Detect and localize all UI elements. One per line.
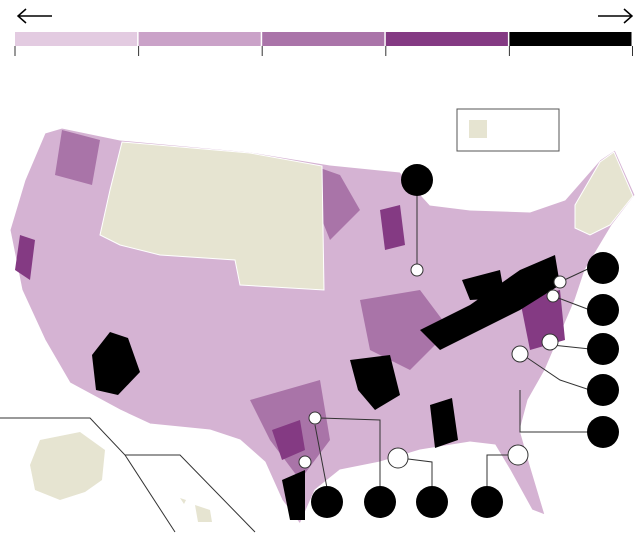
locator	[387, 447, 409, 469]
region-black	[92, 255, 560, 520]
callout-marker	[364, 486, 396, 518]
callout-marker	[416, 486, 448, 518]
callouts	[298, 195, 591, 489]
legend-swatch	[262, 32, 385, 46]
arrow-left	[16, 8, 52, 24]
legend-swatch	[509, 32, 632, 46]
callout-marker	[587, 416, 619, 448]
callout-marker	[587, 294, 619, 326]
region-none	[99, 141, 325, 291]
callout-marker	[471, 486, 503, 518]
inset-lines	[0, 417, 256, 533]
locator	[410, 263, 424, 277]
locator	[308, 411, 322, 425]
arrow-right	[598, 8, 634, 24]
locator	[546, 289, 560, 303]
callout-marker	[311, 486, 343, 518]
alaska	[30, 432, 105, 500]
callout-marker	[587, 374, 619, 406]
callout-marker	[587, 252, 619, 284]
legend-swatch	[385, 32, 508, 46]
legend-swatch	[15, 32, 138, 46]
callout-marker	[587, 333, 619, 365]
region-dark	[55, 130, 450, 480]
hawaii	[180, 498, 212, 522]
region-none-ne	[574, 151, 634, 236]
callout-markers	[311, 164, 619, 518]
locator	[553, 275, 567, 289]
locator	[511, 345, 529, 363]
leader-lines	[314, 195, 591, 489]
no-data-swatch	[469, 120, 487, 138]
legend	[14, 8, 634, 56]
legend-swatch	[138, 32, 261, 46]
callout-marker	[401, 164, 433, 196]
us-map	[0, 108, 636, 533]
locator	[298, 455, 312, 469]
locator	[507, 444, 529, 466]
locator	[541, 333, 559, 351]
